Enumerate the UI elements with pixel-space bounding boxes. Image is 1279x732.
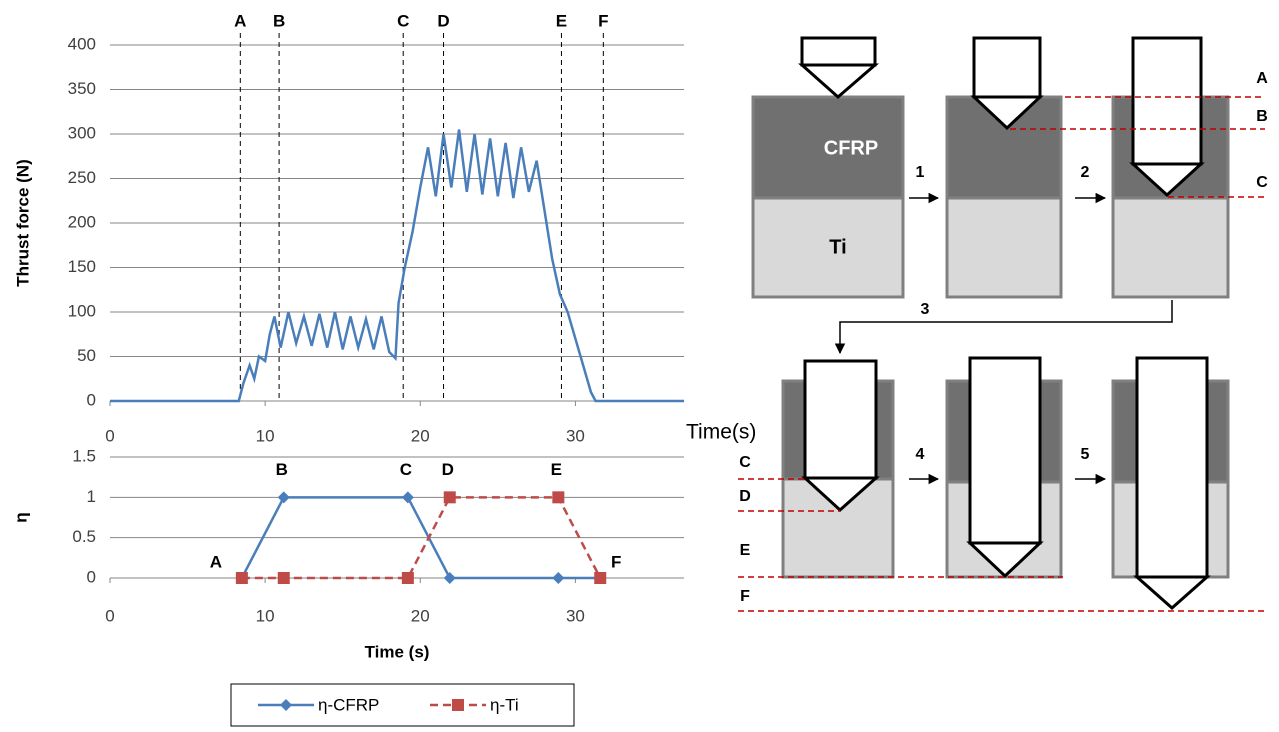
y-tick-label: 100 — [68, 301, 96, 320]
step-label: 3 — [921, 301, 930, 318]
event-label: A — [234, 11, 246, 30]
point-label: F — [611, 552, 621, 571]
legend-symbol — [280, 699, 292, 711]
x-axis-label: Time (s) — [365, 642, 430, 661]
drill-tip — [1133, 575, 1211, 611]
y-tick-label: 0 — [87, 390, 96, 409]
x-tick-label: 20 — [411, 426, 430, 445]
drill — [1131, 36, 1203, 166]
point — [235, 572, 248, 584]
drill-tip — [798, 63, 880, 99]
material-label: CFRP — [824, 137, 878, 159]
event-label: B — [273, 11, 285, 30]
point-label: E — [551, 460, 562, 479]
drill — [968, 356, 1042, 545]
level-label: C — [1256, 174, 1268, 191]
event-label: E — [556, 11, 567, 30]
point — [277, 572, 290, 584]
step-arrow — [834, 300, 1173, 355]
x-axis-label: Time(s) — [686, 421, 756, 444]
y-axis-label: η — [11, 512, 30, 522]
diagram: A B C CFRP Ti 1 2 3 C D E F 4 5 — [738, 36, 1268, 612]
y-tick-label: 1.5 — [72, 446, 96, 465]
y-tick-label: 250 — [68, 168, 96, 187]
y-tick-label: 300 — [68, 123, 96, 142]
level-label: B — [1256, 108, 1268, 125]
level-label: D — [739, 488, 751, 505]
drill — [803, 359, 878, 480]
y-tick-label: 0 — [87, 567, 96, 586]
event-label: D — [437, 11, 449, 30]
step-label: 2 — [1081, 164, 1090, 181]
point — [552, 572, 565, 584]
point — [443, 572, 456, 584]
level-label: F — [740, 588, 750, 605]
legend-symbol — [452, 699, 464, 711]
drill-tip — [1129, 162, 1205, 198]
drill-tip — [970, 95, 1044, 131]
legend-label: η-CFRP — [318, 695, 379, 714]
drill-tip — [966, 541, 1044, 579]
point — [401, 572, 414, 584]
point-label: B — [276, 460, 288, 479]
ti-block — [751, 196, 905, 299]
x-tick-label: 10 — [256, 426, 275, 445]
level-label: E — [740, 542, 751, 559]
point — [401, 491, 414, 504]
point-label: C — [400, 460, 412, 479]
y-axis-label: Thrust force (N) — [13, 159, 32, 287]
drill — [800, 36, 877, 67]
x-tick-label: 10 — [256, 606, 275, 625]
x-tick-label: 0 — [105, 426, 114, 445]
point — [277, 491, 290, 504]
x-tick-label: 30 — [566, 426, 585, 445]
series-line — [241, 496, 602, 580]
point-label: D — [442, 460, 454, 479]
ti-block — [1111, 196, 1230, 299]
x-tick-label: 20 — [411, 606, 430, 625]
y-tick-label: 1 — [87, 487, 96, 506]
y-tick-label: 150 — [68, 257, 96, 276]
level-label: A — [1256, 70, 1268, 87]
series-line — [110, 129, 684, 403]
y-tick-label: 0.5 — [72, 527, 96, 546]
point — [552, 491, 565, 504]
step-label: 1 — [916, 164, 925, 181]
y-tick-label: 200 — [68, 212, 96, 231]
level-label: C — [739, 454, 751, 471]
y-tick-label: 50 — [77, 346, 96, 365]
legend-label: η-Ti — [490, 695, 519, 714]
material-label: Ti — [829, 236, 846, 258]
point — [443, 491, 456, 504]
event-label: F — [598, 11, 608, 30]
step-label: 4 — [916, 446, 925, 463]
y-tick-label: 400 — [68, 34, 96, 53]
drill — [1135, 356, 1209, 579]
ti-block — [945, 196, 1063, 299]
step-label: 5 — [1081, 446, 1090, 463]
drill — [972, 36, 1042, 99]
point-label: A — [210, 552, 222, 571]
event-label: C — [397, 11, 409, 30]
point — [594, 572, 607, 584]
drill-tip — [801, 476, 880, 513]
y-tick-label: 350 — [68, 79, 96, 98]
cfrp-block — [751, 95, 905, 200]
x-tick-label: 30 — [566, 606, 585, 625]
x-tick-label: 0 — [105, 606, 114, 625]
